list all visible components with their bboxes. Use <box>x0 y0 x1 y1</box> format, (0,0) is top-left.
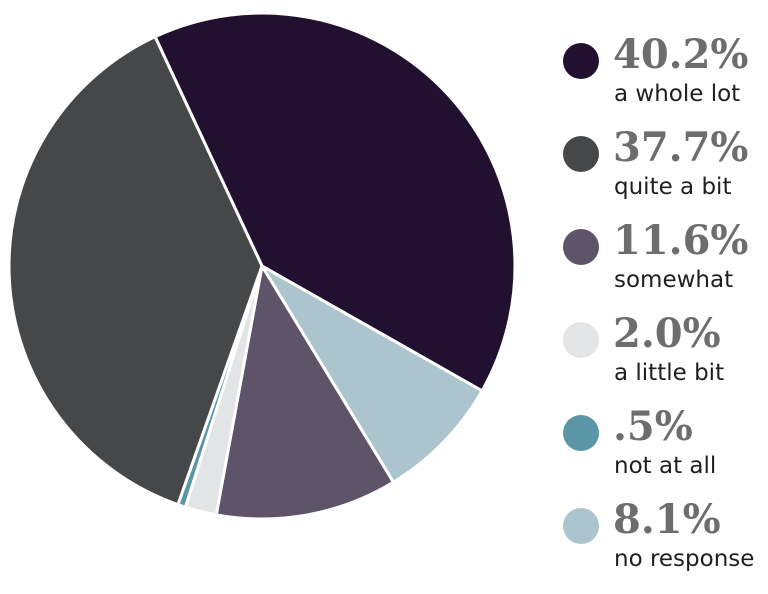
legend-swatch-quite-a-bit <box>563 136 599 172</box>
legend-item-quite-a-bit: 37.7% quite a bit <box>563 125 763 222</box>
legend-swatch-a-little-bit <box>563 322 599 358</box>
pie-chart <box>7 11 517 521</box>
legend-swatch-somewhat <box>563 229 599 265</box>
legend-label-quite-a-bit: quite a bit <box>614 174 732 200</box>
legend-label-somewhat: somewhat <box>614 267 734 293</box>
legend-label-no-response: no response <box>614 546 755 572</box>
legend-percent-no-response: 8.1% <box>613 496 721 543</box>
legend-swatch-not-at-all <box>563 415 599 451</box>
legend-percent-a-whole-lot: 40.2% <box>613 31 749 78</box>
legend-label-a-whole-lot: a whole lot <box>614 81 741 107</box>
legend-percent-quite-a-bit: 37.7% <box>613 124 749 171</box>
legend-swatch-a-whole-lot <box>563 43 599 79</box>
legend: 40.2% a whole lot 37.7% quite a bit 11.6… <box>563 32 763 594</box>
legend-item-a-whole-lot: 40.2% a whole lot <box>563 32 763 129</box>
legend-item-no-response: 8.1% no response <box>563 497 763 594</box>
legend-percent-a-little-bit: 2.0% <box>613 310 721 357</box>
legend-percent-not-at-all: .5% <box>613 403 693 450</box>
pie-slice-somewhat <box>214 264 395 521</box>
legend-item-not-at-all: .5% not at all <box>563 404 763 501</box>
legend-swatch-no-response <box>563 508 599 544</box>
pie-slice-no-response <box>260 264 484 484</box>
legend-percent-somewhat: 11.6% <box>613 217 749 264</box>
legend-label-a-little-bit: a little bit <box>614 360 725 386</box>
pie-slice-quite-a-bit <box>7 35 264 507</box>
legend-label-not-at-all: not at all <box>614 453 717 479</box>
legend-item-a-little-bit: 2.0% a little bit <box>563 311 763 408</box>
chart-container: 40.2% a whole lot 37.7% quite a bit 11.6… <box>7 11 754 572</box>
pie-slice-a-whole-lot <box>153 11 517 393</box>
legend-item-somewhat: 11.6% somewhat <box>563 218 763 315</box>
